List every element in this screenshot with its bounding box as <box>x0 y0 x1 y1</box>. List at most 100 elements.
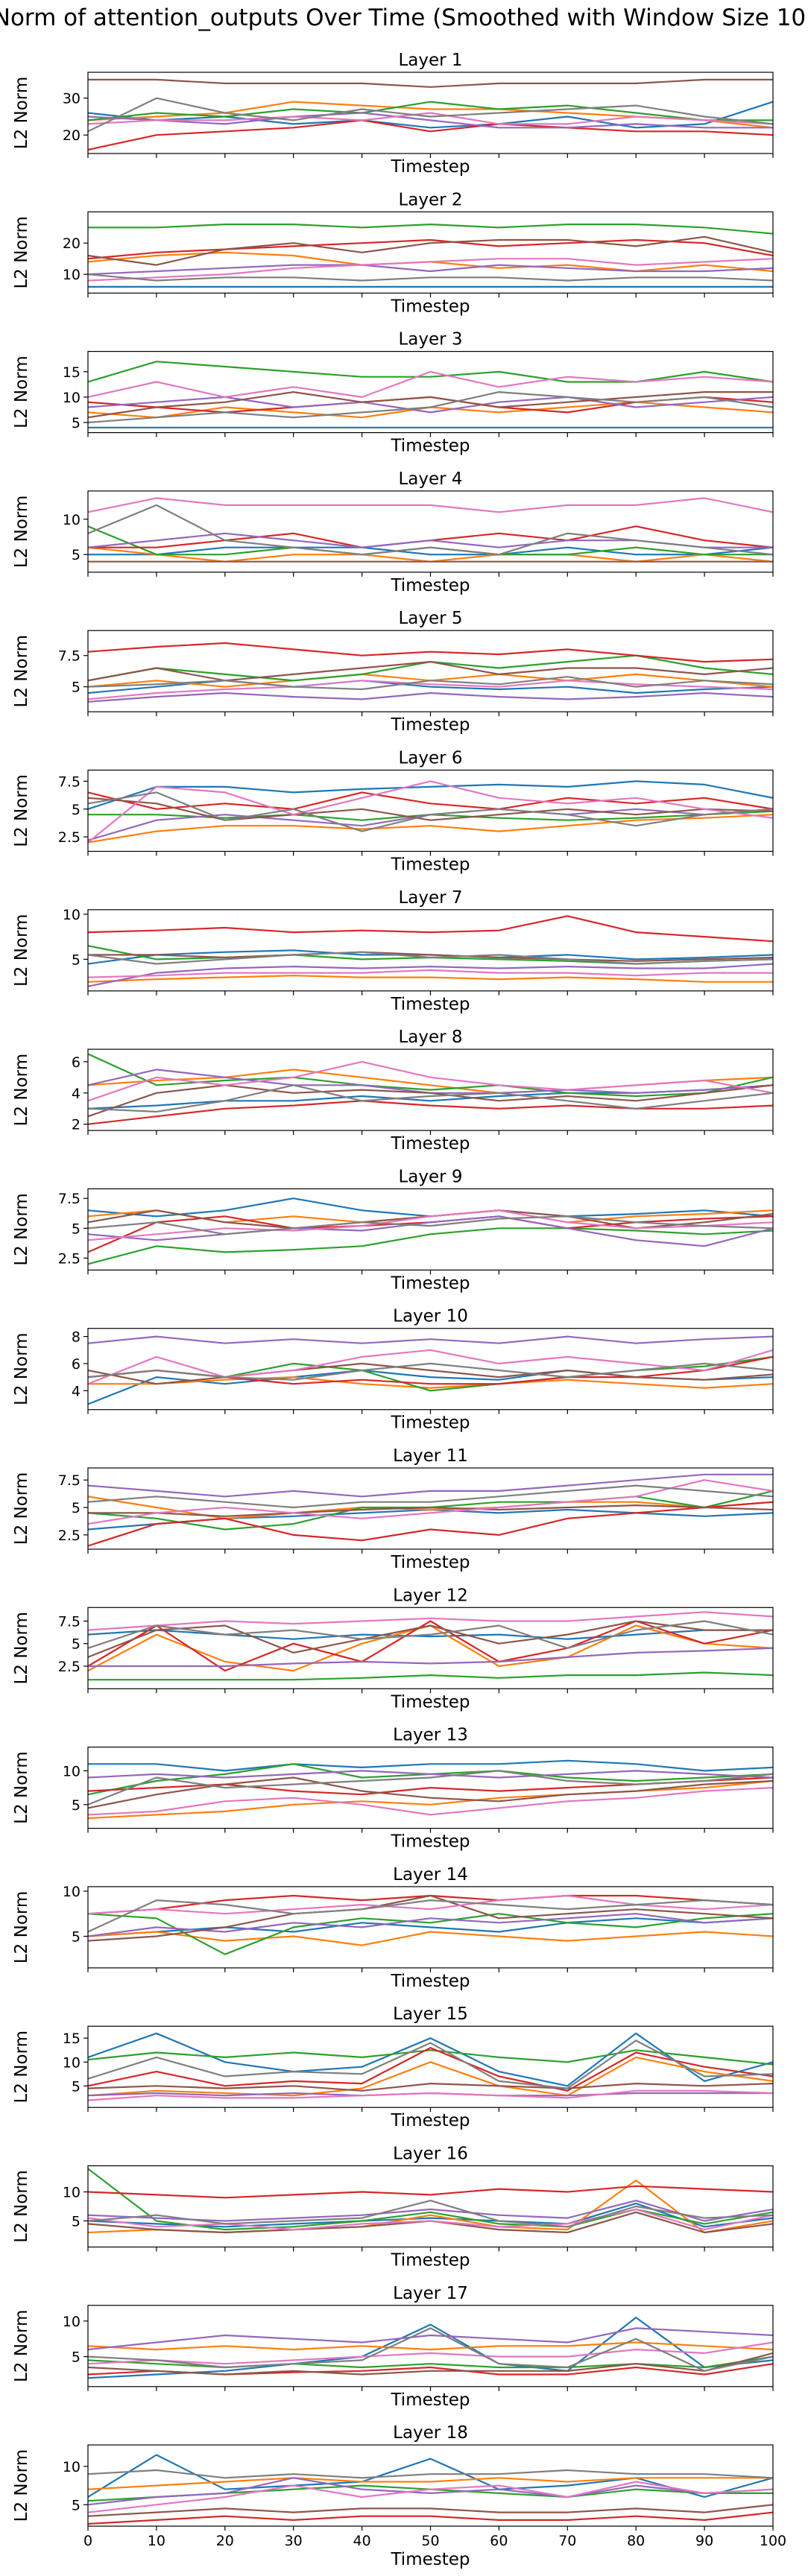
series-line-8 <box>88 951 773 965</box>
y-axis-label: L2 Norm <box>12 2031 31 2104</box>
series-line-3 <box>88 1913 773 1955</box>
y-tick-label: 5 <box>72 802 81 818</box>
series-line-6 <box>88 1776 773 1809</box>
series-line-1 <box>88 1629 773 1640</box>
y-tick-label: 5 <box>72 1636 81 1653</box>
y-tick-label: 5 <box>72 415 81 431</box>
series-line-5 <box>88 396 773 414</box>
y-tick-label: 5 <box>72 1500 81 1516</box>
series-line-2 <box>88 975 773 983</box>
y-tick-label: 20 <box>63 235 81 252</box>
series-line-4 <box>88 2047 773 2092</box>
series-group <box>88 1197 773 1265</box>
y-tick-label: 5 <box>72 952 81 968</box>
subplot-title: Layer 4 <box>398 469 462 489</box>
series-line-7 <box>88 2481 773 2513</box>
y-tick-label: 7.5 <box>58 1613 81 1630</box>
series-line-3 <box>88 2168 773 2231</box>
subplot-layer-9: Layer 9 2.5 5 7.5 Timestep L2 Norm <box>12 1167 774 1293</box>
series-line-4 <box>88 1100 773 1125</box>
series-line-6 <box>88 1620 773 1658</box>
series-line-1 <box>88 780 773 810</box>
y-tick-label: 7.5 <box>58 1472 81 1489</box>
series-line-5 <box>88 2477 773 2506</box>
y-axis-label: L2 Norm <box>12 635 31 708</box>
series-line-8 <box>88 2039 773 2089</box>
series-line-7 <box>88 1894 773 1915</box>
series-group <box>88 1335 773 1405</box>
y-tick-label: 7.5 <box>58 1191 81 1207</box>
series-group <box>88 2032 773 2101</box>
x-axis-label: Timestep <box>390 576 470 595</box>
series-line-8 <box>88 504 773 556</box>
y-tick-label: 2.5 <box>58 1659 81 1675</box>
series-line-7 <box>88 1060 773 1102</box>
series-line-8 <box>88 1899 773 1933</box>
y-tick-label: 5 <box>72 547 81 563</box>
y-tick-label: 5 <box>72 1221 81 1237</box>
series-line-4 <box>88 2511 773 2525</box>
subplot-layer-15: Layer 15 5 10 15 Timestep L2 Norm <box>12 2004 774 2130</box>
y-tick-label: 10 <box>63 267 81 283</box>
series-line-3 <box>88 1227 773 1265</box>
x-axis-label: Timestep <box>390 1414 470 1433</box>
subplot-title: Layer 10 <box>393 1307 468 1326</box>
series-line-5 <box>88 112 773 129</box>
y-tick-label: 10 <box>63 2459 81 2475</box>
y-tick-label: 15 <box>63 2031 81 2047</box>
series-line-8 <box>88 1362 773 1381</box>
y-tick-label: 4 <box>72 1086 81 1102</box>
series-line-3 <box>88 2355 773 2369</box>
x-axis-label: Timestep <box>390 1273 470 1293</box>
series-line-6 <box>88 390 773 419</box>
series-line-6 <box>88 235 773 266</box>
y-tick-label: 6 <box>72 1054 81 1071</box>
x-axis-label: Timestep <box>390 297 470 316</box>
subplot-layer-14: Layer 14 5 10 Timestep L2 Norm <box>12 1865 774 1991</box>
series-line-7 <box>88 1611 773 1631</box>
series-line-7 <box>88 2208 773 2231</box>
series-line-3 <box>88 1671 773 1681</box>
y-tick-label: 5 <box>72 2497 81 2513</box>
y-tick-label: 30 <box>63 91 81 107</box>
y-tick-label: 7.5 <box>58 648 81 665</box>
subplot-title: Layer 2 <box>398 190 462 209</box>
series-line-3 <box>88 361 773 383</box>
series-line-2 <box>88 814 773 844</box>
x-axis-label: Timestep <box>390 1692 470 1712</box>
x-axis-label: Timestep <box>390 2251 470 2270</box>
subplot-title: Layer 18 <box>393 2423 468 2443</box>
series-group <box>88 1759 773 1820</box>
series-line-4 <box>88 1620 773 1672</box>
series-group <box>88 1894 773 1955</box>
subplot-title: Layer 16 <box>393 2145 468 2164</box>
series-line-1 <box>88 1759 773 1772</box>
series-line-5 <box>88 1335 773 1344</box>
y-tick-label: 5 <box>72 2213 81 2230</box>
y-tick-label: 8 <box>72 1329 81 1346</box>
x-axis-label: Timestep <box>390 2111 470 2130</box>
y-tick-label: 2 <box>72 1117 81 1133</box>
x-axis-label: Timestep <box>390 157 470 177</box>
series-line-7 <box>88 2089 773 2101</box>
series-line-3 <box>88 101 773 121</box>
y-axis-label: L2 Norm <box>12 355 31 428</box>
y-tick-label: 2.5 <box>58 829 81 846</box>
series-line-2 <box>88 2341 773 2351</box>
subplot-layer-4: Layer 4 5 10 Timestep L2 Norm <box>12 469 774 595</box>
series-line-1 <box>88 2317 773 2379</box>
series-line-8 <box>88 2469 773 2479</box>
series-line-6 <box>88 2504 773 2517</box>
series-group <box>88 78 773 151</box>
x-tick-label: 80 <box>627 2533 645 2549</box>
y-axis-label: L2 Norm <box>12 496 31 569</box>
subplot-layer-11: Layer 11 2.5 5 7.5 Timestep L2 Norm <box>12 1446 774 1572</box>
x-tick-label: 100 <box>760 2533 786 2549</box>
series-group <box>88 497 773 563</box>
series-line-5 <box>88 2200 773 2222</box>
series-line-8 <box>88 676 773 691</box>
subplot-layer-16: Layer 16 5 10 Timestep L2 Norm <box>12 2145 774 2270</box>
series-line-2 <box>88 1376 773 1389</box>
y-axis-label: L2 Norm <box>12 2310 31 2383</box>
